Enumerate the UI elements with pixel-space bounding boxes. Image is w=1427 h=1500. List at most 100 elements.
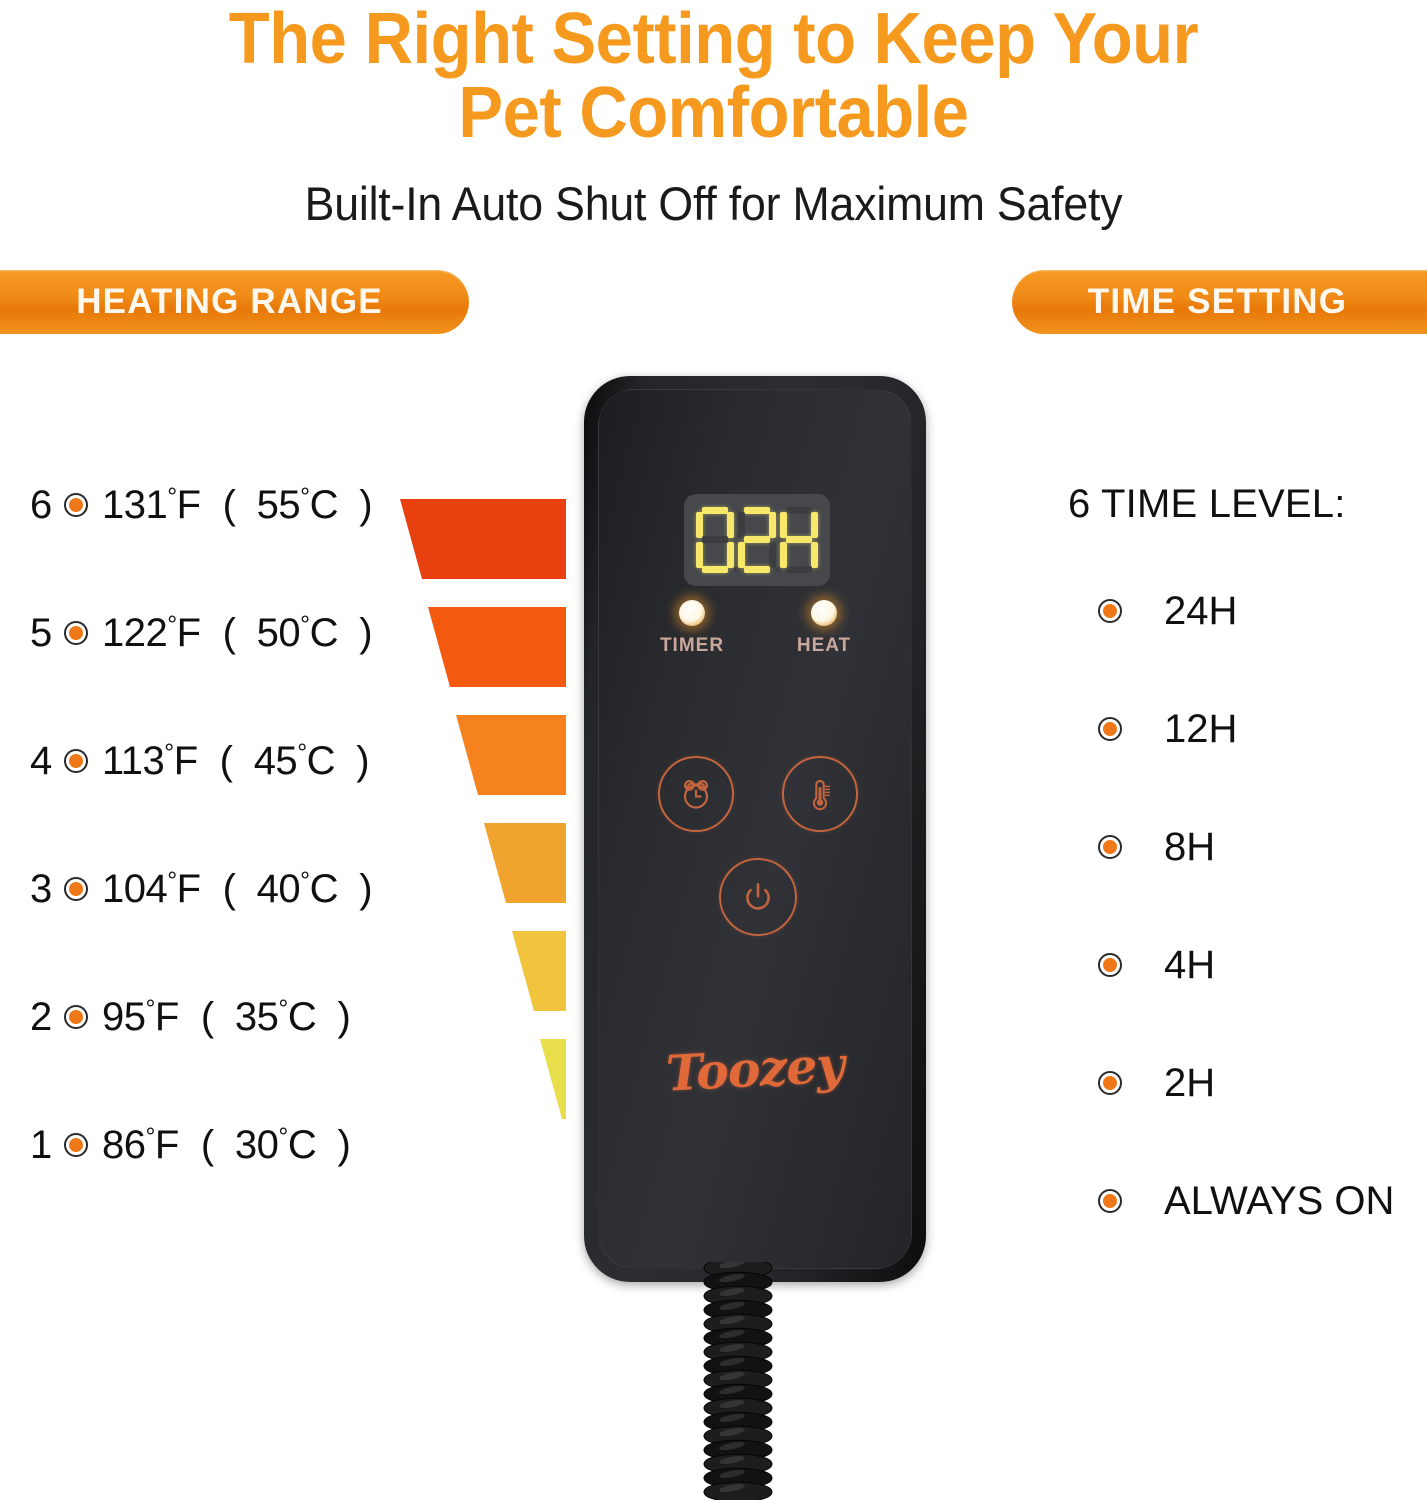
heat-level-bullet-icon	[64, 493, 88, 517]
lcd-segment-f	[738, 512, 745, 538]
time-level-heading: 6 TIME LEVEL:	[1068, 482, 1346, 526]
heat-level-bullet-icon	[64, 621, 88, 645]
lcd-segment-e	[696, 542, 703, 568]
heat-wedge	[456, 715, 566, 795]
time-level-bullet-icon	[1098, 717, 1122, 741]
power-icon	[746, 883, 770, 910]
heat-level-fahrenheit: 95°F	[102, 994, 179, 1039]
time-level-bullet-icon	[1098, 1189, 1122, 1213]
lcd-segment-c	[769, 542, 776, 568]
time-level-row: 8H	[1098, 824, 1420, 870]
heat-level-celsius: ( 30°C )	[200, 1122, 351, 1167]
cord-highlight	[719, 1262, 745, 1269]
thermometer-icon	[812, 779, 830, 811]
time-level-label: 12H	[1164, 706, 1238, 751]
cord-highlight	[719, 1399, 745, 1409]
power-button[interactable]	[719, 858, 797, 936]
lcd-segment-c	[811, 542, 818, 568]
cord-highlight	[719, 1483, 745, 1493]
time-level-row: ALWAYS ON	[1098, 1178, 1420, 1224]
heat-level-number: 3	[30, 866, 53, 911]
time-level-label: 8H	[1164, 824, 1216, 869]
cord-highlight	[719, 1301, 745, 1311]
lcd-segment-g	[744, 536, 770, 543]
heat-level-bullet-icon	[64, 1005, 88, 1029]
heat-level-fahrenheit: 131°F	[102, 482, 201, 527]
headline-line-2: Pet Comfortable	[458, 73, 969, 153]
lcd-segment-d	[702, 566, 728, 573]
lcd-digit	[738, 507, 781, 573]
cord-highlight	[719, 1427, 745, 1437]
heat-level-row: 1 86°F ( 30°C )	[30, 1118, 430, 1172]
heat-level-row: 6 131°F ( 55°C )	[30, 478, 430, 532]
time-level-bullet-icon	[1098, 599, 1122, 623]
time-level-bullet-icon	[1098, 835, 1122, 859]
heat-level-fahrenheit: 113°F	[102, 738, 198, 783]
heat-button[interactable]	[782, 756, 858, 832]
time-level-row: 24H	[1098, 588, 1420, 634]
heat-level-celsius: ( 50°C )	[222, 610, 373, 655]
heat-level-number: 4	[30, 738, 53, 783]
lcd-segment-a	[786, 507, 812, 514]
heat-level-bullet-icon	[64, 749, 88, 773]
lcd-decimal-point	[734, 567, 739, 572]
cord-highlight	[719, 1441, 745, 1451]
lcd-segment-g	[786, 536, 812, 543]
lcd-display	[684, 494, 830, 586]
heat-led-icon	[811, 600, 837, 626]
heat-wedge	[428, 607, 566, 687]
lcd-segment-g	[702, 536, 728, 543]
lcd-segment-b	[811, 512, 818, 538]
time-level-row: 12H	[1098, 706, 1420, 752]
cord-highlight	[719, 1413, 745, 1423]
heat-level-number: 1	[30, 1122, 53, 1167]
lcd-segment-b	[769, 512, 776, 538]
heat-wedge	[484, 823, 566, 903]
time-level-bullet-icon	[1098, 953, 1122, 977]
cord-highlight	[719, 1385, 745, 1395]
cord-highlight	[719, 1315, 745, 1325]
heat-level-fahrenheit: 104°F	[102, 866, 201, 911]
heat-level-fahrenheit: 86°F	[102, 1122, 179, 1167]
time-level-list: 24H 12H 8H 4H 2H ALWAYS ON	[1098, 588, 1420, 1296]
timer-led-label: TIMER	[659, 635, 725, 656]
timer-button[interactable]	[658, 756, 734, 832]
page-title: The Right Setting to Keep Your Pet Comfo…	[50, 2, 1377, 150]
heat-level-row: 4 113°F ( 45°C )	[30, 734, 430, 788]
heat-level-bullet-icon	[64, 1133, 88, 1157]
heat-level-bullet-icon	[64, 877, 88, 901]
cord-highlight	[719, 1273, 745, 1283]
lcd-segment-f	[696, 512, 703, 538]
lcd-digit	[696, 507, 739, 573]
time-setting-badge-label: TIME SETTING	[1087, 282, 1348, 321]
heat-level-row: 2 95°F ( 35°C )	[30, 990, 430, 1044]
heating-range-list: 6 131°F ( 55°C ) 5 122°F ( 50°C ) 4 113°F ( 45°C…	[30, 478, 430, 1246]
time-level-label: 2H	[1164, 1060, 1216, 1105]
cord-highlight	[719, 1357, 745, 1367]
lcd-decimal-point	[776, 567, 781, 572]
cord-highlight	[719, 1343, 745, 1353]
lcd-segment-a	[702, 507, 728, 514]
lcd-segment-e	[780, 542, 787, 568]
cord-highlight	[719, 1455, 745, 1465]
heat-level-fahrenheit: 122°F	[102, 610, 201, 655]
heat-wedge	[512, 931, 566, 1011]
coiled-cord	[703, 1262, 773, 1500]
time-level-row: 4H	[1098, 942, 1420, 988]
heat-wedge	[400, 499, 566, 579]
time-level-label: ALWAYS ON	[1164, 1178, 1395, 1223]
time-setting-badge: TIME SETTING	[1012, 270, 1427, 334]
lcd-segment-f	[780, 512, 787, 538]
lcd-digit	[780, 507, 818, 573]
alarm-clock-icon	[683, 779, 709, 809]
heat-level-row: 3 104°F ( 40°C )	[30, 862, 430, 916]
heating-range-badge: HEATING RANGE	[0, 270, 469, 334]
lcd-segment-a	[744, 507, 770, 514]
heat-level-number: 5	[30, 610, 53, 655]
heat-led-label: HEAT	[796, 635, 852, 656]
lcd-segment-b	[727, 512, 734, 538]
cord-highlight	[719, 1329, 745, 1339]
cord-coil	[703, 1481, 773, 1500]
headline-line-1: The Right Setting to Keep Your	[228, 0, 1199, 79]
